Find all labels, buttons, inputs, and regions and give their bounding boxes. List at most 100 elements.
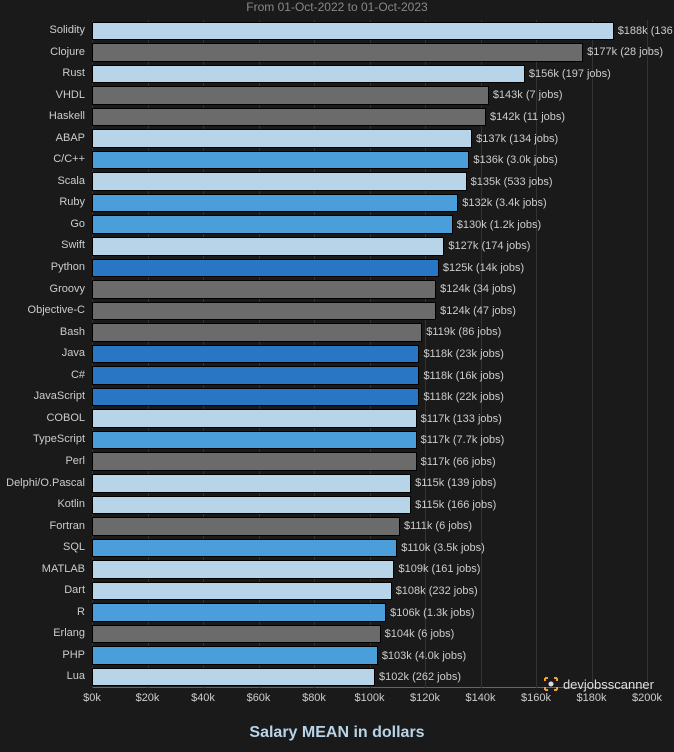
- y-category-label: C/C++: [0, 149, 85, 171]
- bar-row: $109k (161 jobs): [92, 559, 647, 581]
- y-category-label: VHDL: [0, 85, 85, 107]
- bar-row: $136k (3.0k jobs): [92, 149, 647, 171]
- watermark-text: devjobsscanner: [563, 677, 654, 692]
- y-category-label: Rust: [0, 63, 85, 85]
- bar: [92, 280, 436, 299]
- bar-row: $104k (6 jobs): [92, 623, 647, 645]
- salary-chart: From 01-Oct-2022 to 01-Oct-2023 $188k (1…: [0, 0, 674, 752]
- bar-value-label: $177k (28 jobs): [587, 46, 663, 58]
- bar-row: $110k (3.5k jobs): [92, 537, 647, 559]
- x-tick-label: $80k: [302, 692, 326, 704]
- y-category-label: Haskell: [0, 106, 85, 128]
- y-category-label: Lua: [0, 666, 85, 688]
- bar: [92, 366, 419, 385]
- bar: [92, 259, 439, 278]
- x-tick-label: $120k: [410, 692, 440, 704]
- bar-value-label: $118k (22k jobs): [423, 391, 504, 403]
- bar-row: $119k (86 jobs): [92, 322, 647, 344]
- bar-row: $117k (7.7k jobs): [92, 429, 647, 451]
- bar-row: $118k (23k jobs): [92, 343, 647, 365]
- plot-area: $188k (136 jobs)$177k (28 jobs)$156k (19…: [92, 20, 647, 688]
- bar-value-label: $125k (14k jobs): [443, 262, 524, 274]
- bar: [92, 539, 397, 558]
- bar-row: $117k (133 jobs): [92, 408, 647, 430]
- bar-value-label: $118k (23k jobs): [423, 348, 504, 360]
- bar: [92, 43, 583, 62]
- bar-value-label: $110k (3.5k jobs): [401, 542, 485, 554]
- bar-value-label: $117k (7.7k jobs): [421, 434, 505, 446]
- bar: [92, 474, 411, 493]
- bar-value-label: $104k (6 jobs): [385, 628, 455, 640]
- watermark-logo-icon: [543, 676, 559, 692]
- bar: [92, 323, 422, 342]
- bar-row: $137k (134 jobs): [92, 128, 647, 150]
- y-category-label: Fortran: [0, 516, 85, 538]
- bar-value-label: $106k (1.3k jobs): [390, 607, 474, 619]
- x-axis-title: Salary MEAN in dollars: [0, 724, 674, 742]
- x-tick-label: $140k: [466, 692, 496, 704]
- bar-row: $103k (4.0k jobs): [92, 645, 647, 667]
- bar: [92, 86, 489, 105]
- bar-value-label: $142k (11 jobs): [490, 111, 565, 123]
- bar-row: $124k (34 jobs): [92, 279, 647, 301]
- x-tick-label: $0k: [83, 692, 101, 704]
- watermark: devjobsscanner: [543, 676, 654, 692]
- y-category-label: Swift: [0, 235, 85, 257]
- bar-value-label: $143k (7 jobs): [493, 89, 563, 101]
- bar-value-label: $109k (161 jobs): [398, 563, 480, 575]
- y-category-label: Kotlin: [0, 494, 85, 516]
- y-category-label: Clojure: [0, 42, 85, 64]
- y-category-label: Python: [0, 257, 85, 279]
- bar: [92, 668, 375, 687]
- y-category-label: C#: [0, 365, 85, 387]
- x-tick-label: $40k: [191, 692, 215, 704]
- y-category-label: Bash: [0, 322, 85, 344]
- bar-value-label: $156k (197 jobs): [529, 68, 611, 80]
- bar: [92, 65, 525, 84]
- bar-row: $125k (14k jobs): [92, 257, 647, 279]
- bar-value-label: $188k (136 jobs): [618, 25, 674, 37]
- y-category-label: COBOL: [0, 408, 85, 430]
- x-tick-label: $160k: [521, 692, 551, 704]
- bar: [92, 194, 458, 213]
- bar: [92, 431, 417, 450]
- y-category-label: PHP: [0, 645, 85, 667]
- bar: [92, 452, 417, 471]
- bar: [92, 517, 400, 536]
- bar-value-label: $124k (47 jobs): [440, 305, 516, 317]
- bar-row: $111k (6 jobs): [92, 516, 647, 538]
- y-category-label: MATLAB: [0, 559, 85, 581]
- bar: [92, 108, 486, 127]
- bar-row: $108k (232 jobs): [92, 580, 647, 602]
- y-category-label: Objective-C: [0, 300, 85, 322]
- bar-row: $117k (66 jobs): [92, 451, 647, 473]
- bar-value-label: $103k (4.0k jobs): [382, 650, 466, 662]
- y-category-label: Perl: [0, 451, 85, 473]
- bar-row: $130k (1.2k jobs): [92, 214, 647, 236]
- y-category-label: Groovy: [0, 279, 85, 301]
- bar: [92, 237, 444, 256]
- bar: [92, 409, 417, 428]
- bar-row: $188k (136 jobs): [92, 20, 647, 42]
- bar-row: $142k (11 jobs): [92, 106, 647, 128]
- bar-value-label: $102k (262 jobs): [379, 671, 461, 683]
- bar-value-label: $119k (86 jobs): [426, 326, 501, 338]
- bar-row: $118k (22k jobs): [92, 386, 647, 408]
- bar-value-label: $117k (133 jobs): [421, 413, 502, 425]
- bar: [92, 560, 394, 579]
- y-category-label: Solidity: [0, 20, 85, 42]
- bar-value-label: $111k (6 jobs): [404, 520, 472, 532]
- x-tick-label: $100k: [355, 692, 385, 704]
- bar-value-label: $115k (166 jobs): [415, 499, 496, 511]
- x-tick-label: $200k: [632, 692, 662, 704]
- bar: [92, 215, 453, 234]
- bar-value-label: $108k (232 jobs): [396, 585, 478, 597]
- bar: [92, 151, 469, 170]
- bar-row: $127k (174 jobs): [92, 235, 647, 257]
- bar-value-label: $124k (34 jobs): [440, 283, 516, 295]
- bar: [92, 129, 472, 148]
- gridline: [647, 20, 648, 688]
- x-tick-label: $180k: [577, 692, 607, 704]
- bar-value-label: $132k (3.4k jobs): [462, 197, 546, 209]
- bar: [92, 388, 419, 407]
